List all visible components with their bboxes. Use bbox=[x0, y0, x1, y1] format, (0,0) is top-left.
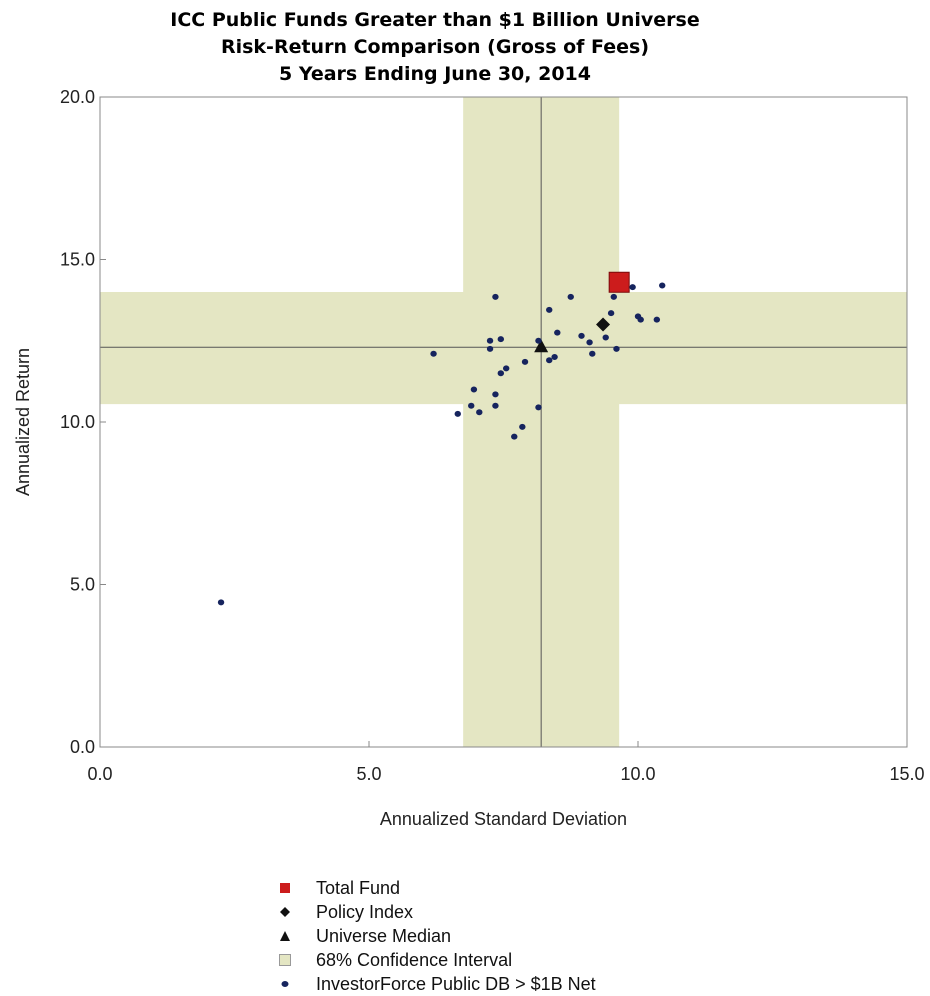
legend-label-confidence-interval: 68% Confidence Interval bbox=[316, 949, 513, 970]
y-tick-label: 15.0 bbox=[60, 250, 95, 270]
legend-item-policy-index: Policy Index bbox=[270, 900, 596, 924]
y-axis-label: Annualized Return bbox=[13, 348, 33, 496]
chart-title-line-2: Risk-Return Comparison (Gross of Fees) bbox=[220, 36, 650, 58]
chart-title-line-3: 5 Years Ending June 30, 2014 bbox=[279, 63, 591, 85]
x-tick-label: 15.0 bbox=[889, 764, 924, 784]
legend-item-universe-median: Universe Median bbox=[270, 924, 596, 948]
legend-label-total-fund: Total Fund bbox=[316, 877, 401, 898]
universe-point bbox=[519, 423, 526, 430]
y-tick-label: 10.0 bbox=[60, 412, 95, 432]
universe-point bbox=[610, 293, 617, 300]
y-tick-label: 0.0 bbox=[70, 737, 95, 757]
universe-point bbox=[578, 332, 585, 339]
universe-point bbox=[613, 345, 620, 352]
universe-point bbox=[217, 599, 225, 606]
universe-point bbox=[629, 284, 636, 291]
x-tick-label: 10.0 bbox=[620, 764, 655, 784]
legend: Total Fund Policy Index Universe Median … bbox=[270, 876, 596, 996]
universe-point bbox=[430, 350, 437, 357]
universe-point bbox=[659, 282, 666, 289]
universe-point bbox=[637, 316, 644, 323]
universe-point bbox=[492, 402, 499, 409]
universe-point bbox=[554, 329, 561, 336]
universe-point bbox=[497, 336, 505, 343]
universe-point bbox=[653, 316, 661, 323]
universe-point bbox=[502, 365, 510, 372]
universe-point bbox=[535, 337, 542, 344]
legend-square-icon bbox=[270, 881, 300, 895]
legend-triangle-icon bbox=[270, 929, 300, 943]
universe-point bbox=[551, 354, 558, 360]
universe-point bbox=[546, 357, 553, 364]
legend-item-investorforce: InvestorForce Public DB > $1B Net bbox=[270, 972, 596, 996]
universe-median-point bbox=[534, 339, 549, 353]
universe-point bbox=[476, 409, 483, 416]
x-axis-label: Annualized Standard Deviation bbox=[380, 809, 627, 829]
data-points bbox=[217, 271, 666, 606]
universe-point bbox=[511, 433, 518, 440]
legend-label-investorforce: InvestorForce Public DB > $1B Net bbox=[316, 973, 596, 994]
universe-point bbox=[602, 334, 609, 341]
universe-point bbox=[586, 339, 593, 346]
universe-point bbox=[470, 386, 478, 393]
legend-item-confidence-interval: 68% Confidence Interval bbox=[270, 948, 596, 972]
universe-point bbox=[486, 337, 494, 344]
universe-point bbox=[497, 370, 505, 377]
y-tick-label: 5.0 bbox=[70, 575, 95, 595]
universe-point bbox=[521, 358, 529, 365]
universe-point bbox=[589, 350, 596, 357]
universe-point bbox=[454, 410, 461, 417]
universe-point bbox=[607, 310, 615, 317]
universe-point bbox=[492, 293, 499, 300]
legend-band-icon bbox=[270, 953, 300, 967]
universe-point bbox=[567, 293, 574, 300]
y-tick-label: 20.0 bbox=[60, 87, 95, 107]
universe-point bbox=[486, 345, 494, 352]
legend-label-universe-median: Universe Median bbox=[316, 925, 452, 946]
universe-point bbox=[492, 391, 499, 398]
chart-title-line-1: ICC Public Funds Greater than $1 Billion… bbox=[170, 9, 700, 31]
policy-index-point bbox=[596, 317, 611, 332]
legend-label-policy-index: Policy Index bbox=[316, 901, 414, 922]
legend-item-total-fund: Total Fund bbox=[270, 876, 596, 900]
scatter-chart: 0.0 5.0 10.0 15.0 0.0 5.0 10.0 15.0 20.0 Annuali… bbox=[13, 87, 925, 829]
median-lines bbox=[100, 97, 907, 747]
x-tick-label: 0.0 bbox=[87, 764, 112, 784]
universe-point bbox=[535, 404, 542, 411]
legend-dot-icon bbox=[270, 977, 300, 991]
universe-point bbox=[546, 306, 553, 313]
total-fund-point bbox=[608, 271, 630, 293]
universe-point bbox=[468, 402, 475, 409]
axis-ticks: 0.0 5.0 10.0 15.0 0.0 5.0 10.0 15.0 20.0 bbox=[60, 87, 925, 784]
x-tick-label: 5.0 bbox=[356, 764, 381, 784]
legend-diamond-icon bbox=[270, 905, 300, 919]
confidence-interval-bands bbox=[100, 97, 907, 747]
